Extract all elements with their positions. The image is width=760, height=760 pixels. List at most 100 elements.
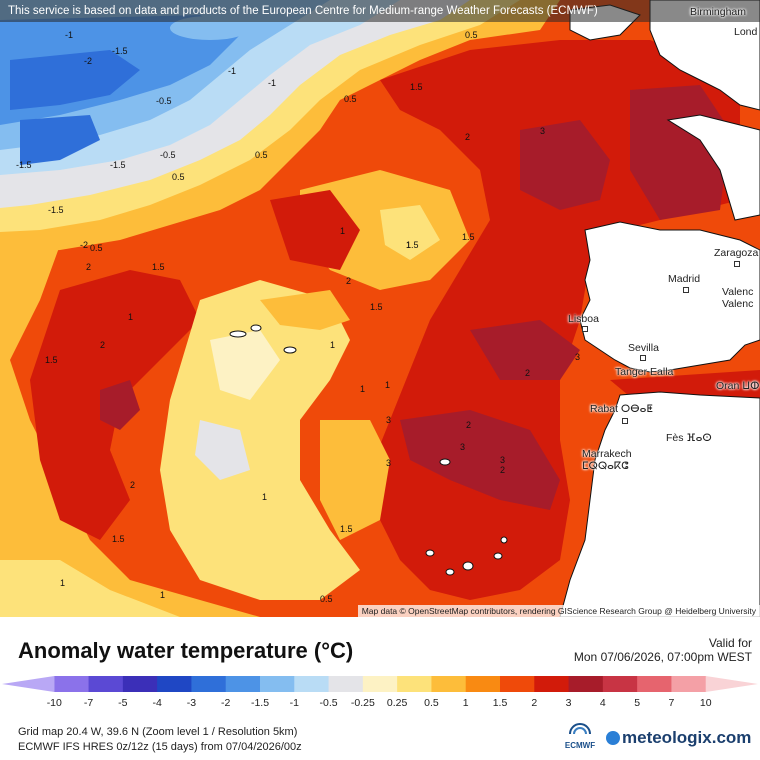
anomaly-field--2 [10, 50, 140, 110]
scale-swatch [88, 676, 124, 692]
city-dot-rabat [622, 418, 628, 424]
contour-label: -1.5 [112, 46, 128, 56]
contour-label: 1.5 [462, 232, 475, 242]
scale-swatch [671, 676, 707, 692]
scale-tick-label: -0.5 [319, 697, 338, 709]
city-oran[interactable]: Oran ⵡⵀ [716, 380, 760, 392]
contour-label: 0.5 [90, 243, 103, 253]
contour-label: 1 [360, 384, 366, 394]
city-marrakech[interactable]: Marrakech ⵎⵕⵕⴰⴽⵛ [582, 448, 632, 472]
scale-tick-label: 1.5 [492, 697, 508, 709]
city-dot-sevilla [640, 355, 646, 361]
scale-swatch [568, 676, 604, 692]
scale-tick-label: -7 [83, 697, 94, 709]
disclaimer-banner: This service is based on data and produc… [0, 0, 760, 22]
contour-label: -2 [84, 56, 93, 66]
scale-tick-label: -3 [186, 697, 197, 709]
madeira-island [439, 458, 451, 466]
map-area[interactable]: -1 -1.5 -2 -1 -0.5 0.5 1.5 2 3 1 2 1.5 1 2 1.5 3 2 1 1.5 1 2… [0, 0, 760, 617]
contour-label: 0.5 [255, 150, 268, 160]
contour-label: 0.5 [320, 594, 333, 604]
scale-swatch [122, 676, 158, 692]
scale-swatch [500, 676, 535, 692]
city-dot-madrid [683, 287, 689, 293]
city-tanger[interactable]: Tanger Ealla [615, 366, 674, 378]
contour-label: 1.5 [45, 355, 58, 365]
contour-label: 1.5 [152, 262, 165, 272]
city-dot-lisboa [582, 326, 588, 332]
scale-swatch [2, 676, 55, 692]
scale-tick-label: -1.5 [250, 697, 270, 709]
contour-label: 1 [160, 590, 166, 600]
scale-swatch [705, 676, 758, 692]
scale-swatch [294, 676, 330, 692]
contour-label: 1.5 [406, 240, 419, 250]
britain-land [649, 0, 760, 111]
model-info: ECMWF IFS HRES 0z/12z (15 days) from 07/… [18, 741, 302, 753]
city-rabat[interactable]: Rabat ⵔⴱⴰⵟ [590, 403, 653, 415]
meteologix-logo[interactable]: meteologix.com [606, 728, 751, 748]
contour-label: 3 [386, 458, 392, 468]
contour-label: 2 [130, 480, 136, 490]
contour-label: 2 [500, 465, 506, 475]
city-lisboa[interactable]: Lisboa [568, 313, 599, 325]
canary-island [462, 561, 474, 571]
contour-label: -1.5 [48, 205, 64, 215]
scale-tick-label: 4 [599, 697, 606, 709]
ecmwf-logo: ECMWF [562, 722, 598, 750]
contour-label: -0.5 [156, 96, 172, 106]
contour-label: 1.5 [112, 534, 125, 544]
scale-tick-label: 5 [634, 697, 641, 709]
contour-label: 1 [385, 380, 391, 390]
scale-tick-label: 0.25 [386, 697, 408, 709]
city-sevilla[interactable]: Sevilla [628, 342, 659, 354]
valid-time: Mon 07/06/2026, 07:00pm WEST [573, 650, 752, 664]
scale-tick-label: 10 [699, 697, 712, 709]
scale-tick-label: -1 [289, 697, 299, 709]
city-dot-zaragoza [734, 261, 740, 267]
city-madrid[interactable]: Madrid [668, 273, 701, 285]
contour-label: 3 [460, 442, 466, 452]
map-attribution[interactable]: Map data © OpenStreetMap contributors, r… [357, 605, 760, 617]
africa-land [559, 391, 760, 617]
contour-label: 1.5 [340, 524, 353, 534]
city-london[interactable]: Lond [734, 26, 758, 38]
city-birmingham[interactable]: Birmingham [690, 6, 747, 18]
meteologix-brand: meteologix.com [622, 728, 752, 747]
anomaly-west-belt [0, 245, 260, 617]
contour-label: 1 [262, 492, 268, 502]
contour-label: 1 [340, 226, 346, 236]
grid-info: Grid map 20.4 W, 39.6 N (Zoom level 1 / … [18, 726, 298, 738]
valid-label: Valid for [708, 636, 752, 650]
scale-swatch [602, 676, 638, 692]
contour-label: -1.5 [16, 160, 32, 170]
contour-label: 3 [575, 352, 581, 362]
legend-title: Anomaly water temperature (°C) [18, 638, 354, 663]
contour-label: -0.5 [160, 150, 176, 160]
scale-tick-label: 2 [531, 697, 538, 709]
scale-swatch [328, 676, 364, 692]
contour-label: -2 [80, 240, 89, 250]
scale-swatch [362, 676, 398, 692]
scale-tick-label: -0.25 [350, 697, 375, 709]
contour-label: 1 [330, 340, 336, 350]
scale-tick-label: 7 [668, 697, 675, 709]
contour-label: -1 [268, 78, 277, 88]
contour-label: 1.5 [410, 82, 423, 92]
city-fes[interactable]: Fès ⴼⴰⵙ [666, 432, 712, 444]
contour-label: -1.5 [110, 160, 126, 170]
scale-swatch [260, 676, 295, 692]
iberia-land [579, 221, 760, 373]
contour-label: 2 [100, 340, 106, 350]
contour-label: 1 [128, 312, 134, 322]
scale-swatch [225, 676, 261, 692]
scale-swatch [191, 676, 227, 692]
contour-label: 0.5 [344, 94, 357, 104]
city-valencia[interactable]: Valenc Valenc [722, 286, 754, 310]
scale-swatch [54, 676, 90, 692]
scale-tick-label: -5 [118, 697, 128, 709]
scale-tick-label: -10 [46, 697, 62, 709]
contour-label: 3 [540, 126, 546, 136]
city-zaragoza[interactable]: Zaragoza [714, 247, 759, 259]
contour-label: 1 [406, 240, 412, 250]
